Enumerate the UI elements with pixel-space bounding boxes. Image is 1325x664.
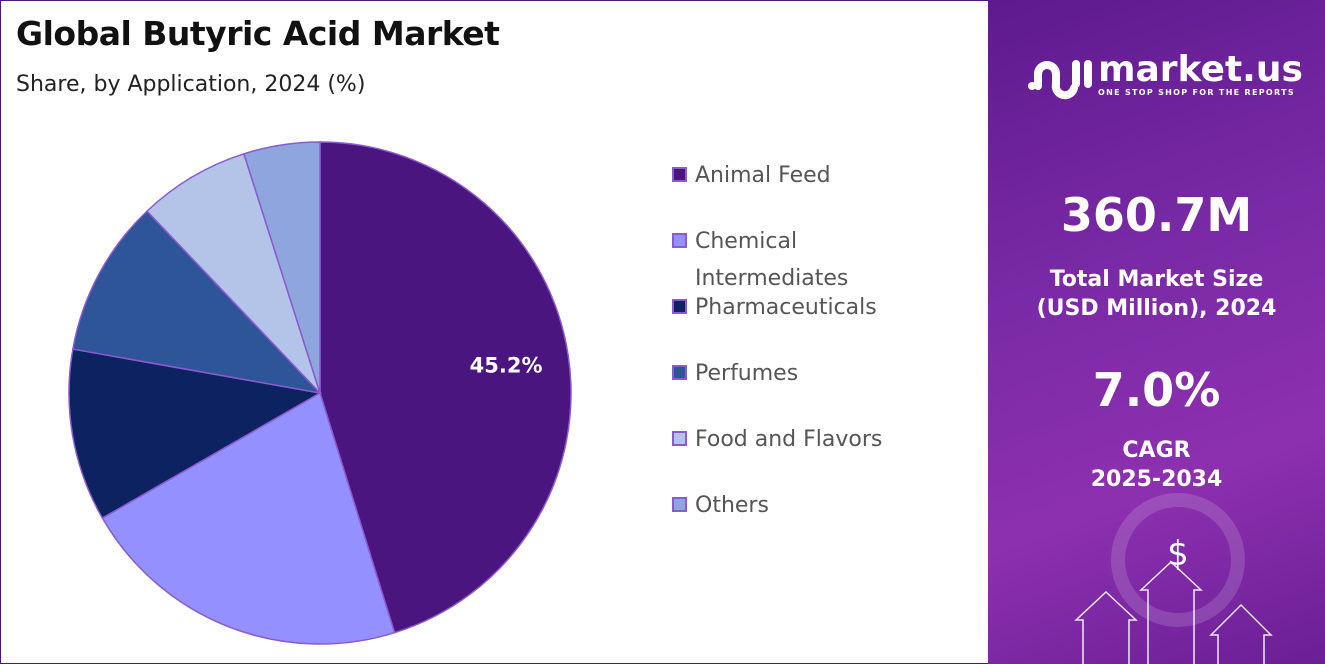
chart-subtitle: Share, by Application, 2024 (%) [16, 72, 366, 97]
pie-chart: 45.2% [68, 141, 572, 645]
legend-label: Chemical Intermediates [695, 229, 849, 291]
logo-mark-icon [1028, 60, 1092, 100]
cagr-label: CAGR 2025-2034 [1090, 438, 1223, 492]
marketus-logo: market.us ONE STOP SHOP FOR THE REPORTS [1028, 50, 1303, 100]
market-size-label: Total Market Size (USD Million), 2024 [1036, 267, 1277, 321]
legend-item-perfumes: Perfumes [672, 355, 932, 392]
pie-slice-others [242, 141, 321, 394]
legend-swatch [672, 299, 687, 314]
pie-slice-chemical-intermediates [101, 391, 396, 645]
dollar-icon: $ [1167, 534, 1189, 574]
legend-item-food-and-flavors: Food and Flavors [672, 421, 932, 458]
pie-slice-animal-feed [319, 141, 572, 634]
legend-swatch [672, 497, 687, 512]
legend-label: Others [695, 493, 769, 518]
legend-item-others: Others [672, 487, 932, 524]
legend-swatch [672, 431, 687, 446]
data-label: 45.2% [470, 354, 543, 378]
legend-label: Animal Feed [695, 163, 831, 188]
cagr-value: 7.0% [1092, 363, 1221, 417]
chart-title: Global Butyric Acid Market [16, 14, 500, 53]
market-size-value: 360.7M [1060, 188, 1253, 242]
pie-slice-perfumes [72, 210, 323, 395]
logo-text: market.us [1098, 48, 1303, 90]
growth-arrows-icon: $ [1074, 493, 1273, 664]
legend-swatch [672, 365, 687, 380]
pie-slice-pharmaceuticals [68, 348, 323, 520]
legend-swatch [672, 167, 687, 182]
legend-item-chemical-intermediates: Chemical Intermediates [672, 223, 882, 297]
logo-tagline: ONE STOP SHOP FOR THE REPORTS [1098, 87, 1295, 97]
summary-panel: $ market.us ONE STOP SHOP FOR THE REPORT… [988, 0, 1325, 664]
legend-label: Food and Flavors [695, 427, 883, 452]
legend-label: Pharmaceuticals [695, 295, 877, 320]
legend-item-pharmaceuticals: Pharmaceuticals [672, 289, 932, 326]
legend-label: Perfumes [695, 361, 799, 386]
pie-slice-food-and-flavors [145, 152, 321, 394]
legend-item-animal-feed: Animal Feed [672, 157, 932, 194]
legend-swatch [672, 233, 687, 248]
